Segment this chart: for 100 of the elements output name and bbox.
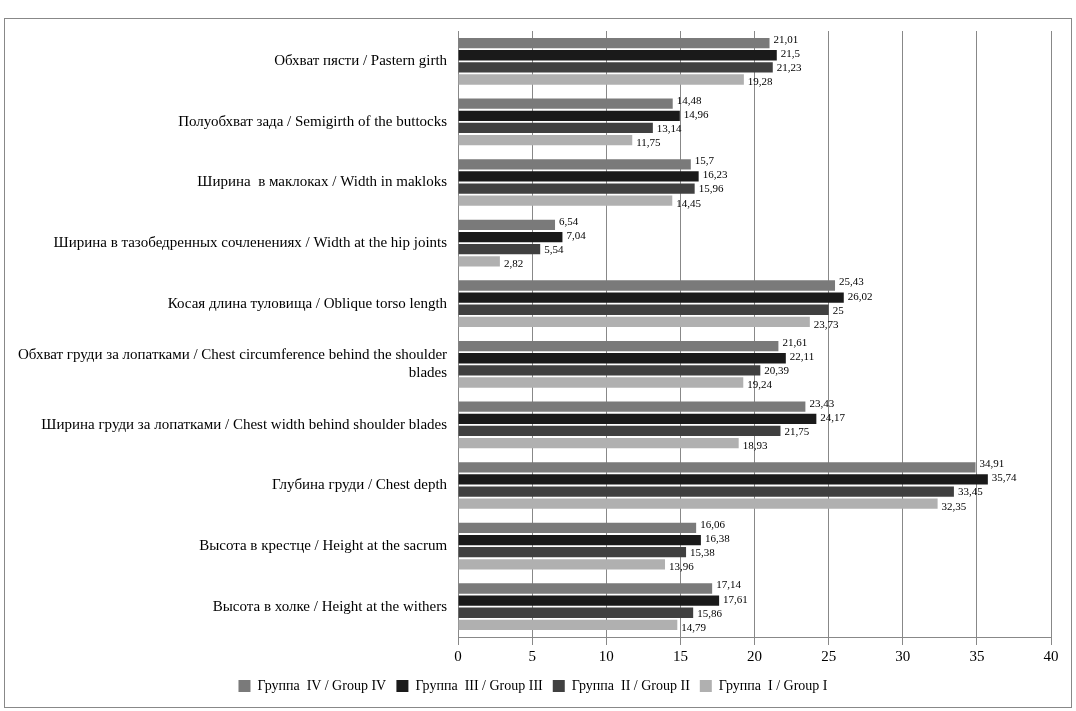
bar [458, 547, 687, 558]
bar [458, 522, 697, 534]
y-tick-label: Полуобхват зада / Semigirth of the buttocks [178, 112, 448, 129]
bar [458, 316, 810, 328]
data-label: 16,38 [704, 531, 731, 544]
legend-label: Группа II / Group II [571, 677, 691, 693]
bar [458, 462, 976, 473]
bar [458, 583, 713, 594]
data-label: 15,7 [694, 154, 715, 167]
data-label: 11,75 [636, 135, 662, 148]
data-label: 14,45 [676, 196, 702, 209]
x-tick-label: 0 [454, 647, 462, 664]
bar [458, 353, 786, 364]
data-label: 25,43 [839, 275, 865, 288]
x-tick-label: 35 [969, 647, 985, 664]
bar [458, 607, 694, 618]
bar [458, 219, 556, 231]
data-label: 20,39 [764, 364, 790, 377]
x-tick-label: 40 [1043, 647, 1059, 664]
data-label: 19,28 [747, 75, 774, 88]
x-tick-label: 15 [672, 647, 688, 664]
y-tick-label: Высота в крестце / Height at the sacrum [199, 537, 448, 554]
data-label: 16,23 [702, 168, 728, 181]
data-label: 32,35 [941, 499, 967, 512]
data-label: 13,14 [656, 121, 683, 134]
data-label: 5,54 [544, 243, 564, 256]
bar [458, 559, 666, 570]
data-label: 21,5 [780, 47, 801, 60]
bar [458, 619, 678, 631]
data-label: 6,54 [559, 214, 579, 227]
data-label: 25 [832, 303, 845, 316]
bar [458, 50, 777, 61]
data-label: 22,11 [789, 350, 815, 363]
y-tick-label: Глубина груди / Chest depth [272, 476, 448, 493]
data-label: 17,61 [723, 592, 748, 605]
legend-label: Группа III / Group III [415, 677, 544, 693]
legend-label: Группа I / Group I [718, 677, 828, 693]
data-label: 19,24 [747, 378, 773, 391]
data-label: 23,73 [813, 317, 840, 330]
data-label: 2,82 [503, 257, 524, 270]
y-tick-label: Обхват пясти / Pastern girth [274, 52, 448, 69]
bar [458, 98, 673, 109]
bar [458, 159, 691, 170]
bar [458, 37, 770, 49]
x-tick-label: 30 [895, 647, 911, 664]
bar [458, 74, 744, 85]
data-label: 15,38 [690, 546, 716, 559]
bar [458, 62, 773, 73]
bar [458, 244, 541, 255]
x-tick-label: 20 [747, 647, 763, 664]
data-label: 21,75 [784, 424, 810, 437]
bar [458, 534, 701, 546]
bar [458, 365, 761, 376]
legend-label: Группа IV / Group IV [257, 677, 387, 693]
bar [458, 280, 836, 291]
bar [458, 292, 844, 303]
data-label: 21,61 [782, 336, 808, 349]
data-label: 16,06 [700, 517, 726, 530]
bar [458, 437, 739, 449]
bar [458, 134, 633, 146]
bar [458, 340, 779, 352]
y-tick-label: Косая длина туловища / Oblique torso length [167, 294, 448, 311]
data-label: 34,91 [979, 457, 1005, 470]
data-label: 21,01 [773, 33, 799, 46]
y-tick-label: Обхват груди за лопатками / Chest circumference behind the shoulder blades [18, 346, 448, 381]
data-label: 35,74 [991, 471, 1018, 484]
data-label: 17,14 [716, 578, 742, 591]
data-label: 15,86 [697, 606, 723, 619]
data-label: 21,23 [776, 61, 803, 74]
bar [458, 474, 988, 485]
data-label: 14,96 [683, 107, 710, 120]
data-label: 18,93 [742, 438, 768, 451]
bar [458, 401, 806, 412]
data-label: 33,45 [957, 485, 984, 498]
bar [458, 195, 673, 206]
bar [458, 425, 781, 437]
data-label: 26,02 [847, 289, 873, 302]
y-tick-label: Ширина в тазобедренных сочленениях / Width at the hip joints [53, 234, 448, 251]
data-label: 14,79 [681, 620, 707, 633]
y-tick-label: Ширина груди за лопатками / Chest width behind shoulder blades [41, 415, 448, 432]
bar [458, 110, 680, 121]
bar [458, 413, 817, 424]
bar [458, 183, 695, 194]
x-tick-label: 5 [528, 647, 536, 664]
bar [458, 256, 500, 267]
data-label: 14,48 [676, 93, 702, 106]
data-label: 24,17 [820, 410, 846, 423]
y-tick-label: Ширина в маклоках / Width in makloks [197, 173, 448, 190]
bar [458, 486, 954, 497]
data-label: 7,04 [566, 228, 587, 241]
bar [458, 231, 563, 243]
x-tick-label: 25 [821, 647, 837, 664]
bar [458, 304, 829, 315]
x-tick-label: 10 [598, 647, 614, 664]
y-tick-label: Высота в холке / Height at the withers [212, 597, 448, 614]
data-label: 15,96 [698, 182, 724, 195]
bar [458, 122, 653, 134]
bar [458, 171, 699, 182]
data-label: 23,43 [809, 396, 835, 409]
bar [458, 377, 744, 388]
